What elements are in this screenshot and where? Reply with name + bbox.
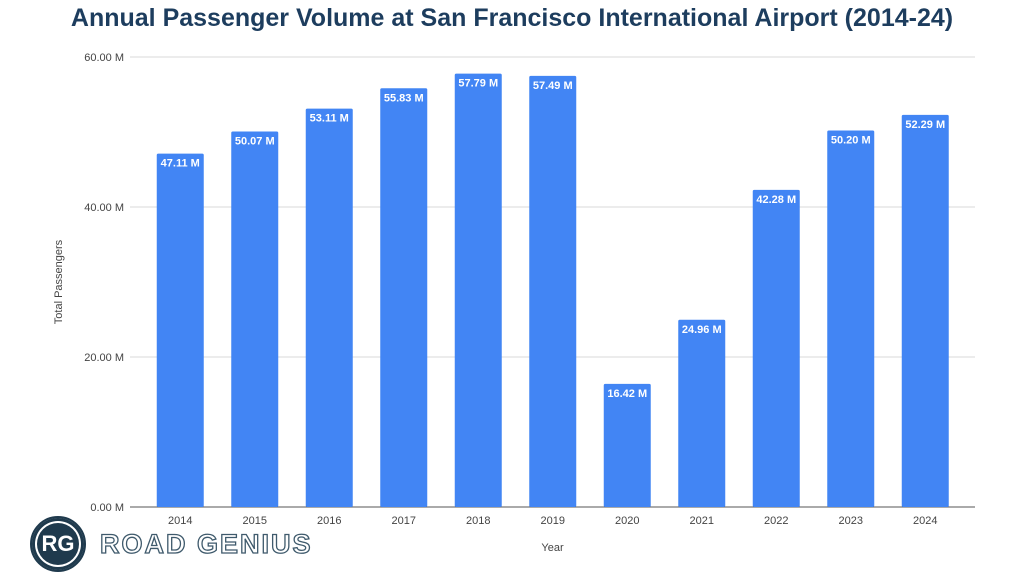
- road-genius-logo: RG ROAD GENIUS: [30, 516, 313, 572]
- data-label-2020: 16.42 M: [607, 388, 647, 400]
- x-tick-label: 2018: [466, 515, 490, 527]
- x-tick-label: 2023: [839, 515, 863, 527]
- x-tick-label: 2014: [168, 515, 192, 527]
- data-label-2019: 57.49 M: [533, 80, 573, 92]
- x-tick-label: 2015: [243, 515, 267, 527]
- bar-2021: [678, 319, 726, 507]
- bar-2024: [901, 114, 949, 507]
- data-label-2017: 55.83 M: [384, 92, 424, 104]
- bar-2015: [231, 131, 279, 507]
- data-label-2023: 50.20 M: [831, 135, 871, 147]
- bar-2023: [827, 130, 875, 507]
- bar-2020: [603, 383, 651, 507]
- bar-2018: [454, 73, 502, 507]
- bar-2016: [305, 108, 353, 508]
- data-label-2024: 52.29 M: [905, 119, 945, 131]
- bar-2014: [156, 153, 204, 508]
- data-label-2022: 42.28 M: [756, 194, 796, 206]
- x-axis-label: Year: [541, 542, 564, 554]
- data-label-2014: 47.11 M: [161, 158, 200, 170]
- data-label-2018: 57.79 M: [458, 78, 498, 90]
- x-tick-label: 2022: [764, 515, 788, 527]
- y-axis-label: Total Passengers: [53, 239, 65, 324]
- data-label-2015: 50.07 M: [235, 135, 275, 147]
- x-tick-label: 2020: [615, 515, 639, 527]
- bar-2019: [529, 75, 577, 507]
- x-tick-label: 2019: [541, 515, 565, 527]
- y-tick-label: 40.00 M: [84, 202, 124, 214]
- x-tick-label: 2017: [392, 515, 416, 527]
- chart-title: Annual Passenger Volume at San Francisco…: [70, 4, 954, 32]
- y-tick-label: 60.00 M: [84, 52, 124, 64]
- data-label-2016: 53.11 M: [310, 113, 349, 125]
- bar-2022: [752, 189, 800, 507]
- bar-2017: [380, 88, 428, 508]
- logo-mark: RG: [30, 516, 86, 572]
- logo-text: ROAD GENIUS: [99, 528, 313, 559]
- x-tick-label: 2016: [317, 515, 341, 527]
- data-label-2021: 24.96 M: [682, 324, 722, 336]
- y-tick-label: 0.00 M: [90, 502, 124, 514]
- x-tick-label: 2021: [690, 515, 714, 527]
- x-tick-label: 2024: [913, 515, 937, 527]
- y-tick-label: 20.00 M: [84, 352, 124, 364]
